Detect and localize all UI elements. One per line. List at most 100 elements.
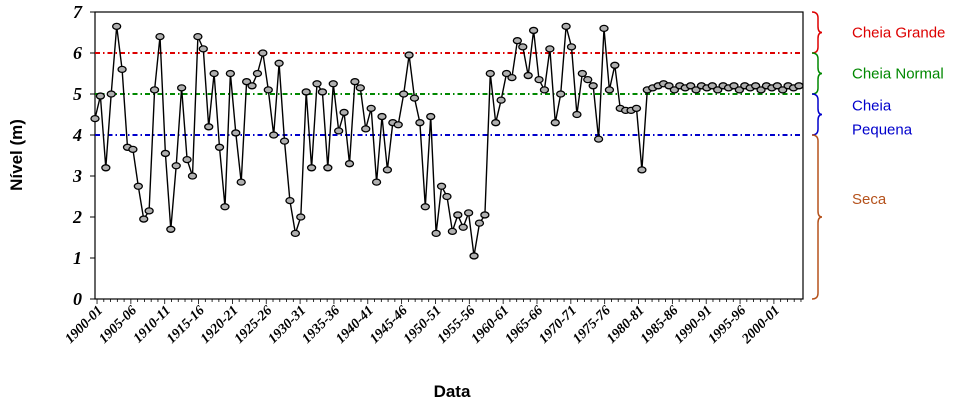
- data-point: [528, 26, 539, 35]
- data-point: [550, 119, 560, 127]
- data-point: [545, 45, 555, 53]
- y-tick-label: 7: [73, 2, 83, 22]
- band-brace: [811, 134, 823, 300]
- data-point: [664, 82, 674, 90]
- data-point: [317, 88, 328, 96]
- data-point: [583, 76, 593, 84]
- x-tick-label: 1905-06: [96, 303, 140, 347]
- data-point: [149, 86, 160, 94]
- data-point: [263, 86, 273, 94]
- data-point: [209, 69, 219, 78]
- data-point: [198, 45, 208, 53]
- data-point: [458, 223, 468, 231]
- data-point: [328, 80, 338, 88]
- data-point: [610, 61, 620, 69]
- band-label: Cheia Normal: [852, 66, 944, 83]
- data-point: [750, 82, 761, 90]
- data-point: [729, 82, 739, 90]
- data-point: [442, 192, 452, 201]
- data-point: [577, 69, 587, 78]
- data-point: [707, 82, 717, 90]
- plot-frame: [94, 11, 804, 300]
- data-point: [669, 86, 680, 94]
- data-point: [285, 196, 295, 205]
- data-point: [523, 71, 533, 80]
- data-point: [404, 51, 414, 59]
- data-point: [518, 43, 528, 51]
- data-point: [604, 86, 615, 94]
- data-point: [794, 82, 804, 90]
- data-point: [399, 90, 409, 98]
- data-point: [274, 59, 284, 67]
- band-brace: [811, 52, 823, 95]
- data-point: [334, 127, 344, 135]
- data-point: [106, 90, 116, 98]
- data-point: [204, 123, 214, 131]
- data-point: [133, 182, 143, 190]
- data-point: [507, 73, 517, 82]
- data-point: [252, 69, 263, 78]
- series-layer: [90, 22, 804, 260]
- data-point: [144, 207, 154, 215]
- data-point: [772, 82, 782, 90]
- data-point: [355, 84, 365, 92]
- band-brace: [811, 11, 823, 54]
- data-point: [231, 129, 241, 137]
- data-point: [193, 32, 203, 41]
- data-point: [339, 108, 349, 117]
- data-point: [101, 164, 111, 172]
- data-point: [187, 172, 198, 180]
- data-point: [220, 203, 230, 211]
- data-point: [426, 112, 436, 121]
- data-point: [463, 209, 474, 217]
- data-point: [431, 229, 441, 238]
- data-point: [371, 178, 382, 186]
- data-point: [447, 227, 458, 236]
- data-point: [453, 211, 463, 219]
- data-point: [474, 219, 485, 227]
- data-point: [501, 69, 512, 78]
- data-point: [258, 49, 268, 57]
- data-point: [480, 211, 490, 219]
- data-point: [409, 94, 420, 102]
- data-point: [556, 90, 566, 98]
- data-point: [128, 145, 138, 154]
- data-point: [90, 114, 100, 123]
- data-point: [139, 215, 149, 223]
- data-point: [588, 82, 598, 90]
- data-point: [491, 119, 501, 127]
- x-tick-label: 2000-01: [739, 303, 783, 347]
- data-point: [393, 121, 403, 129]
- data-point: [112, 22, 122, 31]
- y-tick-label: 2: [72, 207, 82, 227]
- data-point: [713, 86, 723, 94]
- band-label: Cheia Pequena: [852, 98, 913, 139]
- data-point: [415, 119, 425, 127]
- data-point: [166, 225, 176, 233]
- y-tick-label: 4: [72, 125, 82, 145]
- data-point: [117, 65, 127, 74]
- data-point: [382, 166, 393, 174]
- data-point: [685, 82, 696, 90]
- data-point: [225, 69, 236, 78]
- y-axis-title: Nível (m): [7, 119, 26, 191]
- data-point: [171, 162, 181, 170]
- data-point: [512, 37, 523, 45]
- data-point: [350, 78, 360, 86]
- data-point: [155, 32, 165, 41]
- data-point: [593, 135, 604, 143]
- data-point: [377, 112, 387, 121]
- x-axis-title: Data: [434, 382, 471, 401]
- data-point: [496, 96, 506, 104]
- threshold-lines: [95, 52, 803, 136]
- data-point: [734, 86, 745, 94]
- data-point: [534, 76, 544, 84]
- data-point: [485, 69, 495, 78]
- data-point: [420, 203, 430, 211]
- band-brace: [811, 93, 823, 136]
- data-point: [778, 86, 788, 94]
- data-point: [756, 86, 766, 94]
- data-point: [279, 137, 290, 145]
- band-annotations: Cheia Grande Cheia Normal Cheia Pequena Seca: [811, 11, 945, 300]
